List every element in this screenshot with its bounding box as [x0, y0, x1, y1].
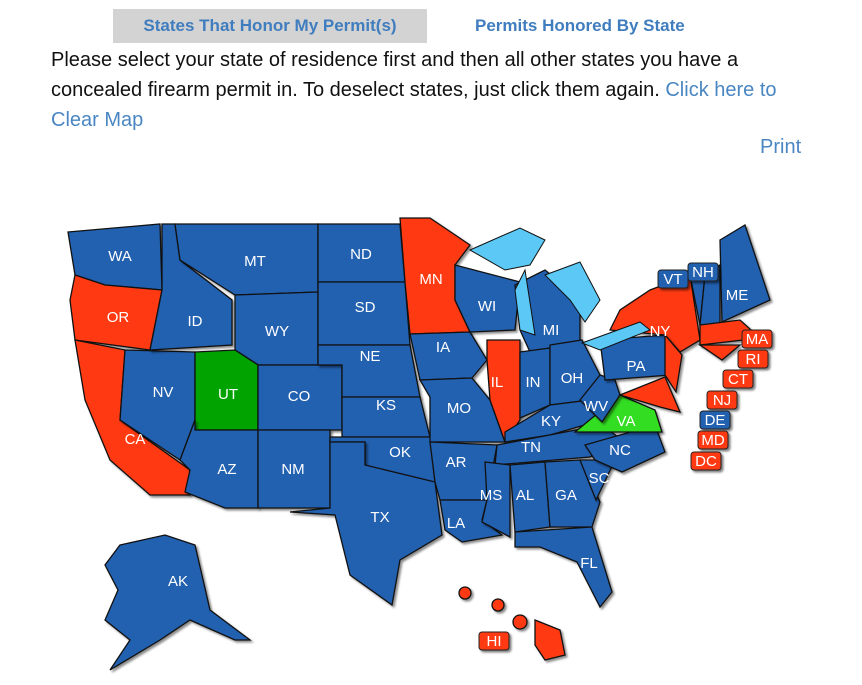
state-nm[interactable] — [257, 429, 331, 509]
clear-map-link[interactable]: Click here to Clear Map — [51, 79, 777, 131]
state-badge-nh[interactable]: NH — [687, 262, 719, 282]
state-fl[interactable] — [514, 526, 613, 609]
tab-states-that-honor-my-permit[interactable]: States That Honor My Permit(s) — [113, 9, 427, 43]
state-hi-island[interactable] — [491, 598, 505, 612]
instructions: Please select your state of residence fi… — [51, 45, 811, 135]
state-badge-ma[interactable]: MA — [741, 329, 773, 349]
state-ia[interactable] — [409, 331, 488, 381]
state-ut[interactable] — [194, 349, 259, 431]
state-co[interactable] — [257, 364, 343, 431]
state-badge-vt[interactable]: VT — [657, 269, 689, 289]
state-wy[interactable] — [234, 291, 319, 366]
state-me[interactable] — [719, 224, 771, 324]
state-ak[interactable] — [104, 534, 252, 671]
great-lakes — [468, 227, 651, 351]
state-badge-ct[interactable]: CT — [722, 369, 754, 389]
state-badge-nj[interactable]: NJ — [706, 390, 738, 410]
state-az[interactable] — [179, 419, 259, 509]
state-badge-hi[interactable]: HI — [478, 631, 510, 651]
state-badge-de[interactable]: DE — [699, 410, 731, 430]
state-badge-md[interactable]: MD — [697, 430, 729, 450]
tab-permits-honored-by-state[interactable]: Permits Honored By State — [475, 16, 685, 35]
state-ms[interactable] — [481, 461, 511, 539]
state-ks[interactable] — [341, 396, 431, 438]
state-md[interactable] — [618, 376, 682, 413]
state-tx[interactable] — [289, 441, 443, 607]
state-hi-island[interactable] — [512, 614, 528, 630]
state-badge-dc[interactable]: DC — [690, 451, 722, 471]
print-link[interactable]: Print — [760, 136, 802, 158]
state-hi[interactable] — [534, 619, 566, 661]
state-nd[interactable] — [317, 223, 406, 283]
state-al[interactable] — [509, 461, 551, 533]
instructions-text: Please select your state of residence fi… — [51, 49, 739, 101]
state-ct[interactable] — [697, 344, 742, 361]
state-nj[interactable] — [664, 333, 683, 394]
state-wv[interactable] — [579, 374, 621, 424]
state-hi-island[interactable] — [458, 586, 472, 600]
state-sd[interactable] — [317, 281, 411, 346]
state-badge-ri[interactable]: RI — [737, 349, 769, 369]
state-wi[interactable] — [454, 264, 521, 333]
tab-bar: States That Honor My Permit(s) Permits H… — [113, 9, 685, 43]
